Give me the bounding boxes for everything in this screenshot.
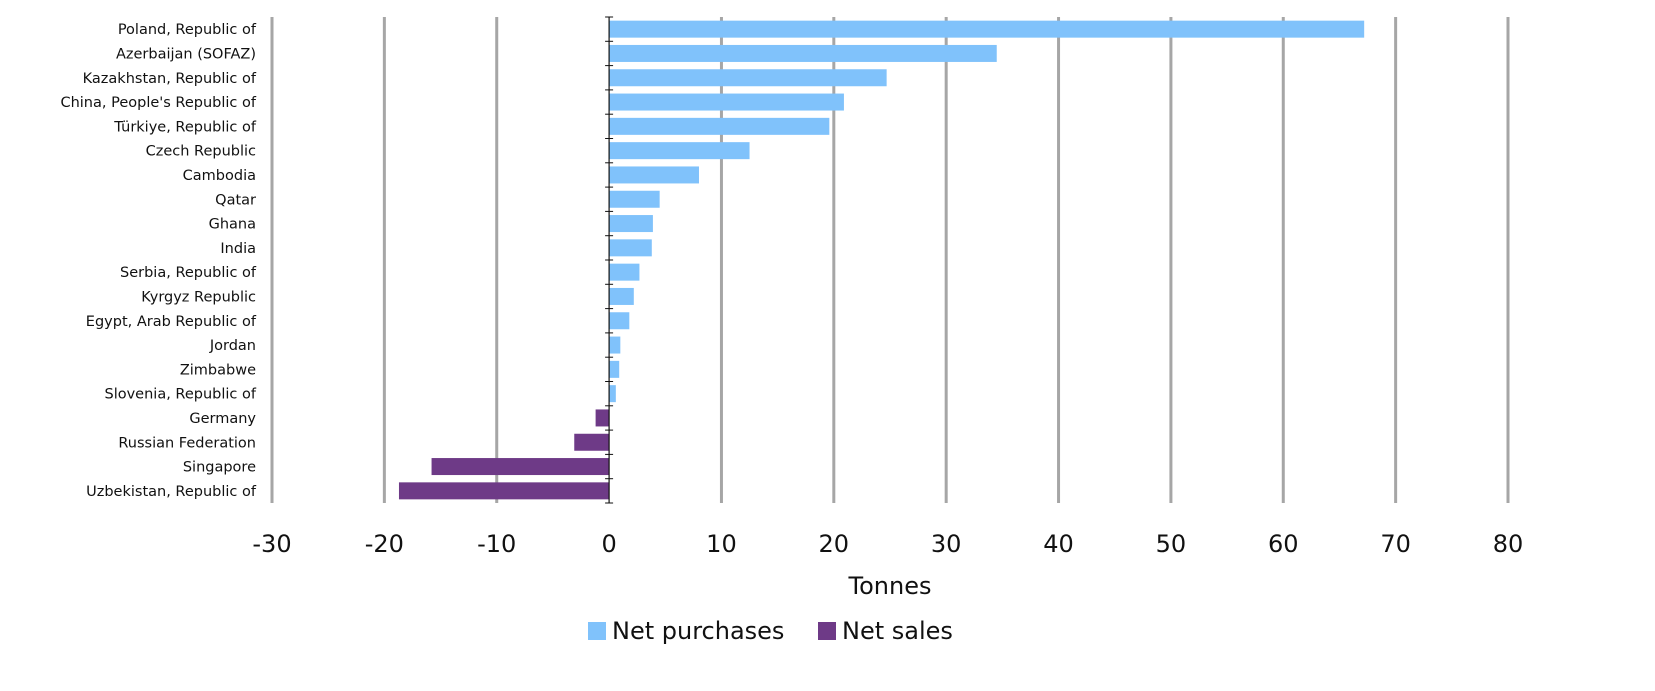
bar-net-purchases xyxy=(609,117,830,135)
category-labels: Poland, Republic of Azerbaijan (SOFAZ) Kaz… xyxy=(60,22,256,500)
legend: Net purchases Net sales xyxy=(588,617,953,645)
category-label: China, People's Republic of xyxy=(60,95,256,111)
category-label: Egypt, Arab Republic of xyxy=(86,314,257,330)
category-label: Zimbabwe xyxy=(180,362,256,378)
bars xyxy=(398,20,1365,500)
category-label: Poland, Republic of xyxy=(118,22,257,38)
category-label: Cambodia xyxy=(183,168,256,184)
x-tick-label: 50 xyxy=(1156,530,1187,558)
bar-net-purchases xyxy=(609,69,887,87)
category-label: Russian Federation xyxy=(118,435,256,451)
x-tick-label: 10 xyxy=(706,530,737,558)
category-label: Qatar xyxy=(215,192,256,208)
category-label: Türkiye, Republic of xyxy=(113,119,257,135)
legend-label-net-purchases: Net purchases xyxy=(612,617,784,645)
bar-net-purchases xyxy=(609,312,630,330)
category-label: Singapore xyxy=(183,460,256,476)
category-label: Ghana xyxy=(209,217,256,233)
bar-net-purchases xyxy=(609,385,616,403)
bar-net-sales xyxy=(431,458,610,476)
category-label: Slovenia, Republic of xyxy=(105,387,257,403)
x-tick-label: -20 xyxy=(365,530,404,558)
legend-label-net-sales: Net sales xyxy=(842,617,953,645)
bar-net-purchases xyxy=(609,44,997,62)
x-tick-label: -30 xyxy=(252,530,291,558)
legend-swatch-net-purchases xyxy=(588,622,606,640)
x-tick-label: -10 xyxy=(477,530,516,558)
bar-net-purchases xyxy=(609,215,653,233)
category-label: Serbia, Republic of xyxy=(120,265,257,281)
category-label: Azerbaijan (SOFAZ) xyxy=(116,46,256,62)
category-label: Jordan xyxy=(209,338,256,354)
bar-net-purchases xyxy=(609,142,750,160)
x-tick-labels: -30 -20 -10 0 10 20 30 40 50 60 70 80 xyxy=(252,530,1523,558)
x-tick-label: 70 xyxy=(1380,530,1411,558)
bar-net-purchases xyxy=(609,263,640,281)
x-tick-label: 20 xyxy=(819,530,850,558)
bar-net-purchases xyxy=(609,20,1365,38)
x-axis-label: Tonnes xyxy=(848,572,932,600)
x-tick-label: 30 xyxy=(931,530,962,558)
x-tick-label: 0 xyxy=(601,530,616,558)
legend-swatch-net-sales xyxy=(818,622,836,640)
category-label: Czech Republic xyxy=(146,144,256,160)
x-tick-label: 60 xyxy=(1268,530,1299,558)
bar-net-sales xyxy=(574,433,610,451)
y-axis xyxy=(605,16,614,504)
bar-net-purchases xyxy=(609,287,634,305)
bar-net-sales xyxy=(398,482,610,500)
bar-net-sales xyxy=(595,409,610,427)
bar-net-purchases xyxy=(609,190,660,208)
x-tick-label: 40 xyxy=(1043,530,1074,558)
category-label: Kyrgyz Republic xyxy=(141,289,256,305)
bar-net-purchases xyxy=(609,93,844,111)
category-label: Kazakhstan, Republic of xyxy=(83,71,257,87)
gridlines xyxy=(270,17,1510,503)
category-label: Germany xyxy=(189,411,256,427)
bar-net-purchases xyxy=(609,336,621,354)
bar-net-purchases xyxy=(609,360,620,378)
category-label: Uzbekistan, Republic of xyxy=(86,484,257,500)
x-tick-label: 80 xyxy=(1493,530,1524,558)
bar-net-purchases xyxy=(609,166,699,184)
bar-net-purchases xyxy=(609,239,652,257)
category-label: India xyxy=(220,241,256,257)
